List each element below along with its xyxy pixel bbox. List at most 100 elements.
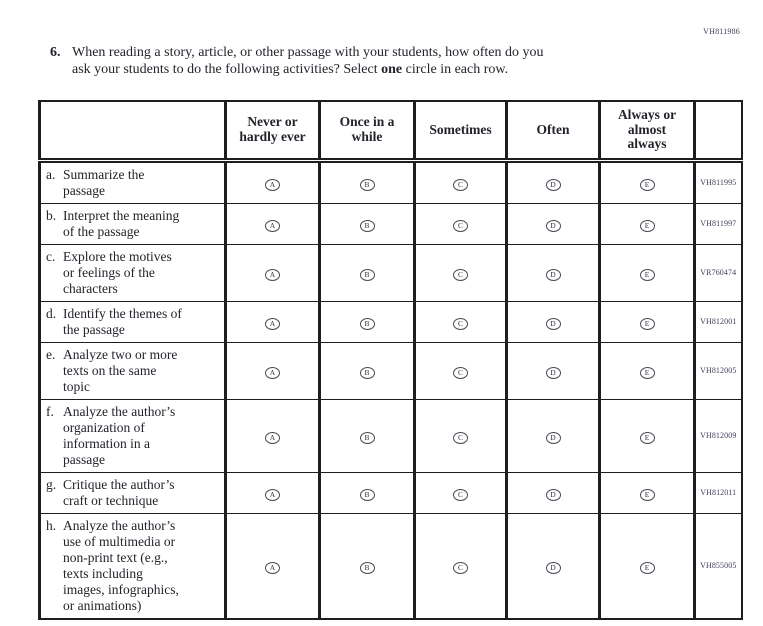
option-cell: E <box>598 398 695 472</box>
option-cell: B <box>318 398 415 472</box>
option-cell: C <box>413 159 507 203</box>
option-bubble-d[interactable]: D <box>545 268 561 281</box>
option-cell: A <box>224 243 320 301</box>
option-bubble-a[interactable]: A <box>265 178 280 191</box>
question-line2-before: ask your students to do the following ac… <box>72 62 382 77</box>
option-bubble-c[interactable]: C <box>453 317 468 330</box>
activities-table-body: a. Summarize the passage A B C D E VH811995 b. In… <box>38 159 742 619</box>
activity-text: Identify the themes of the passage <box>63 305 182 337</box>
option-bubble-b[interactable]: B <box>359 219 375 232</box>
header-code-blank <box>693 100 742 163</box>
option-bubble-e[interactable]: E <box>639 178 655 191</box>
option-bubble-b[interactable]: B <box>359 268 375 281</box>
option-bubble-d[interactable]: D <box>545 488 561 501</box>
header-sometimes: Sometimes <box>413 100 507 163</box>
item-code: VH811997 <box>693 202 742 244</box>
option-bubble-a[interactable]: A <box>265 317 280 330</box>
option-bubble-b[interactable]: B <box>359 431 375 444</box>
option-cell: D <box>505 512 600 619</box>
option-bubble-d[interactable]: D <box>545 561 561 574</box>
option-bubble-a[interactable]: A <box>265 366 280 379</box>
option-bubble-e[interactable]: E <box>639 268 655 281</box>
activity-cell: g. Critique the author’s craft or techniq… <box>38 471 226 513</box>
option-cell: D <box>505 202 600 244</box>
item-code: VH812011 <box>693 471 742 513</box>
option-bubble-e[interactable]: E <box>639 219 655 232</box>
option-bubble-d[interactable]: D <box>545 366 561 379</box>
option-bubble-c[interactable]: C <box>453 488 468 501</box>
option-bubble-b[interactable]: B <box>359 561 375 574</box>
table-row: f. Analyze the author’s organization of i… <box>38 398 742 472</box>
option-bubble-c[interactable]: C <box>453 268 468 281</box>
option-bubble-c[interactable]: C <box>453 366 468 379</box>
option-bubble-d[interactable]: D <box>545 431 561 444</box>
question-text: When reading a story, article, or other … <box>72 44 543 78</box>
activity-text: Summarize the passage <box>63 166 145 198</box>
option-bubble-c[interactable]: C <box>453 219 468 232</box>
option-bubble-e[interactable]: E <box>639 561 655 574</box>
option-cell: B <box>318 341 415 399</box>
header-often: Often <box>505 100 600 163</box>
item-code: VH812001 <box>693 300 742 342</box>
option-bubble-e[interactable]: E <box>639 317 655 330</box>
question-line2-after: circle in each row. <box>402 62 509 77</box>
activity-text: Critique the author’s craft or technique <box>63 476 175 508</box>
activity-letter: d. <box>46 305 57 321</box>
activity-cell: a. Summarize the passage <box>38 159 226 203</box>
option-cell: A <box>224 398 320 472</box>
option-bubble-c[interactable]: C <box>453 561 468 574</box>
option-cell: A <box>224 159 320 203</box>
option-bubble-c[interactable]: C <box>453 178 468 191</box>
header-always: Always or almost always <box>598 100 695 163</box>
option-bubble-e[interactable]: E <box>639 366 655 379</box>
option-bubble-c[interactable]: C <box>453 431 468 444</box>
question-line2-bold: one <box>381 62 403 77</box>
option-cell: B <box>318 512 415 619</box>
option-cell: D <box>505 300 600 342</box>
option-cell: A <box>224 341 320 399</box>
option-cell: C <box>413 471 507 513</box>
option-bubble-d[interactable]: D <box>545 317 561 330</box>
option-bubble-e[interactable]: E <box>639 488 655 501</box>
option-cell: D <box>505 159 600 203</box>
option-cell: A <box>224 202 320 244</box>
activity-cell: h. Analyze the author’s use of multimedia… <box>38 512 226 619</box>
form-code: VH811986 <box>703 27 740 36</box>
activity-letter: e. <box>46 346 56 362</box>
option-bubble-a[interactable]: A <box>265 561 280 574</box>
option-cell: D <box>505 243 600 301</box>
table-row: g. Critique the author’s craft or techniq… <box>38 471 742 513</box>
option-bubble-a[interactable]: A <box>265 268 280 281</box>
table-row: a. Summarize the passage A B C D E VH811995 <box>38 159 742 203</box>
table-row: c. Explore the motives or feelings of the… <box>38 243 742 301</box>
option-bubble-a[interactable]: A <box>265 219 280 232</box>
option-bubble-d[interactable]: D <box>545 178 561 191</box>
activity-letter: c. <box>46 248 56 264</box>
option-bubble-b[interactable]: B <box>359 178 375 191</box>
option-bubble-d[interactable]: D <box>545 219 561 232</box>
option-bubble-b[interactable]: B <box>359 488 375 501</box>
option-cell: A <box>224 512 320 619</box>
table-row: d. Identify the themes of the passage A B C D… <box>38 300 742 342</box>
option-cell: E <box>598 471 695 513</box>
activity-text: Interpret the meaning of the passage <box>63 207 180 239</box>
option-cell: E <box>598 202 695 244</box>
option-cell: E <box>598 300 695 342</box>
activity-letter: h. <box>46 517 57 533</box>
option-cell: B <box>318 471 415 513</box>
option-bubble-b[interactable]: B <box>359 366 375 379</box>
option-cell: A <box>224 471 320 513</box>
activity-cell: e. Analyze two or more texts on the same … <box>38 341 226 399</box>
option-bubble-a[interactable]: A <box>265 488 280 501</box>
option-cell: B <box>318 243 415 301</box>
question-line1: When reading a story, article, or other … <box>72 45 544 60</box>
item-code: VH855005 <box>693 512 742 619</box>
activity-cell: f. Analyze the author’s organization of i… <box>38 398 226 472</box>
activity-letter: g. <box>46 476 57 492</box>
option-bubble-b[interactable]: B <box>359 317 375 330</box>
option-bubble-e[interactable]: E <box>639 431 655 444</box>
question-line2: ask your students to do the following ac… <box>72 62 508 77</box>
option-cell: C <box>413 398 507 472</box>
option-bubble-a[interactable]: A <box>265 431 280 444</box>
